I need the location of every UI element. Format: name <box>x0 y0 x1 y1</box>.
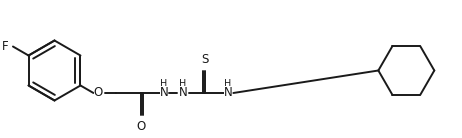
Text: O: O <box>137 120 146 133</box>
Text: H: H <box>224 79 231 89</box>
Text: F: F <box>2 40 9 53</box>
Text: H: H <box>160 79 168 89</box>
Text: O: O <box>94 87 103 99</box>
Text: N: N <box>224 87 232 99</box>
Text: N: N <box>159 87 168 99</box>
Text: N: N <box>178 87 187 99</box>
Text: S: S <box>202 52 209 66</box>
Text: H: H <box>179 79 187 89</box>
